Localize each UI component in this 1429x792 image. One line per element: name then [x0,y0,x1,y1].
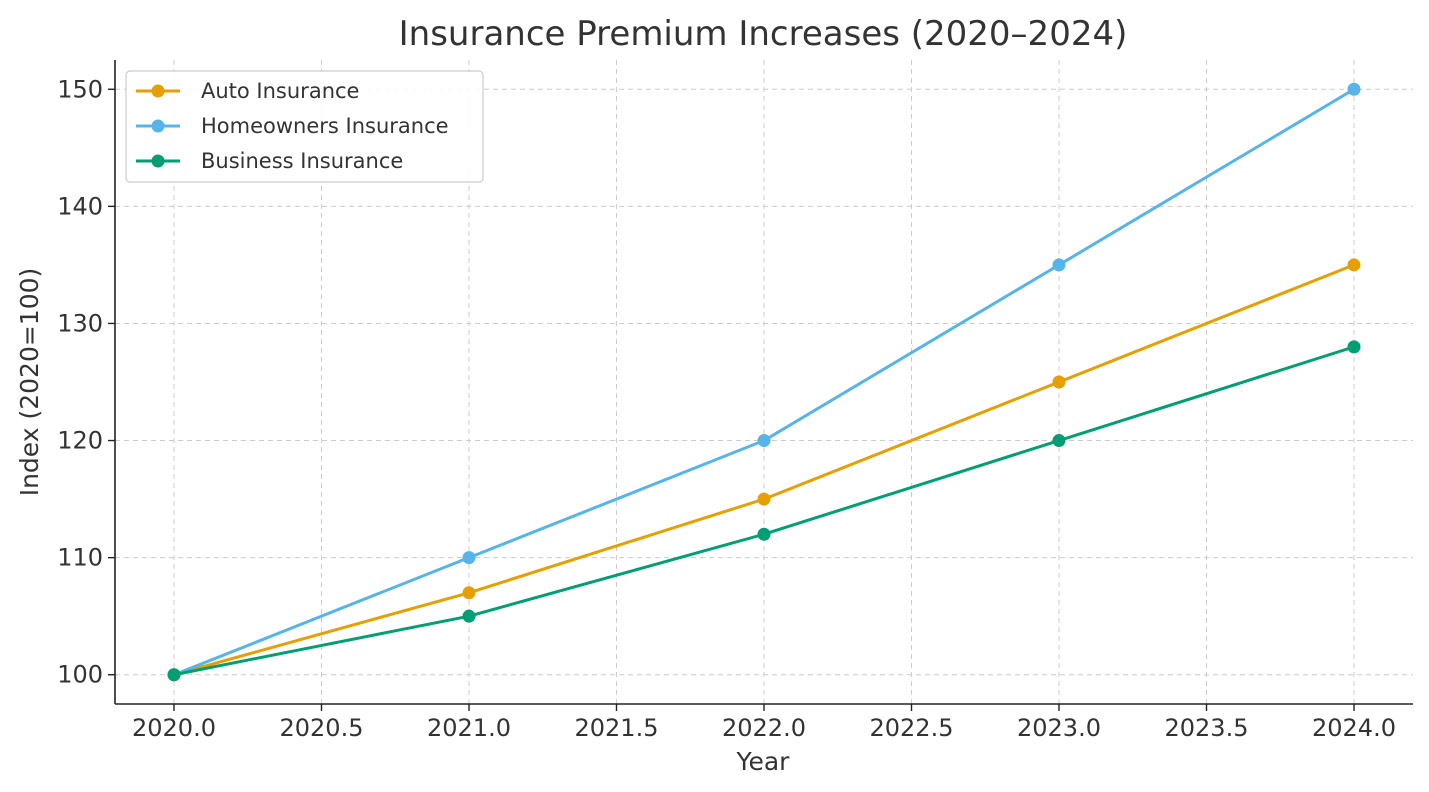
data-point-business-insurance [462,609,476,623]
data-point-homeowners-insurance [1052,258,1066,272]
y-tick-label: 120 [57,427,103,455]
data-point-business-insurance [1052,434,1066,448]
legend-label: Homeowners Insurance [201,114,449,138]
x-axis-label: Year [736,747,791,776]
y-axis-label: Index (2020=100) [15,268,44,497]
y-tick-label: 100 [57,661,103,689]
x-tick-label: 2020.5 [280,714,364,742]
legend-marker [151,119,165,133]
axes [108,60,1413,711]
data-point-homeowners-insurance [462,551,476,565]
x-tick-label: 2021.5 [575,714,659,742]
data-point-homeowners-insurance [757,434,771,448]
x-tick-label: 2023.0 [1017,714,1101,742]
data-point-business-insurance [1347,340,1361,354]
x-tick-label: 2024.0 [1312,714,1396,742]
data-point-homeowners-insurance [1347,82,1361,96]
data-point-business-insurance [167,668,181,682]
y-tick-label: 130 [57,309,103,337]
legend-marker [151,84,165,98]
x-tick-label: 2023.5 [1165,714,1249,742]
data-point-auto-insurance [757,492,771,506]
legend-box [125,70,484,183]
legend-label: Business Insurance [201,149,403,173]
series-layer [167,82,1361,682]
tick-labels: 2020.0 2020.5 2021.0 2021.5 2022.0 2022.5 2023… [57,75,1396,742]
legend: Auto Insurance Homeowners Insurance Busine… [125,70,484,183]
data-point-auto-insurance [1052,375,1066,389]
legend-marker [151,154,165,168]
legend-label: Auto Insurance [201,79,359,103]
y-tick-label: 150 [57,75,103,103]
y-tick-label: 110 [57,544,103,572]
x-tick-label: 2021.0 [427,714,511,742]
x-tick-label: 2022.5 [870,714,954,742]
y-tick-label: 140 [57,192,103,220]
x-tick-label: 2022.0 [722,714,806,742]
x-tick-label: 2020.0 [132,714,216,742]
data-point-auto-insurance [1347,258,1361,272]
chart-title: Insurance Premium Increases (2020–2024) [399,14,1128,54]
data-point-business-insurance [757,527,771,541]
data-point-auto-insurance [462,586,476,600]
